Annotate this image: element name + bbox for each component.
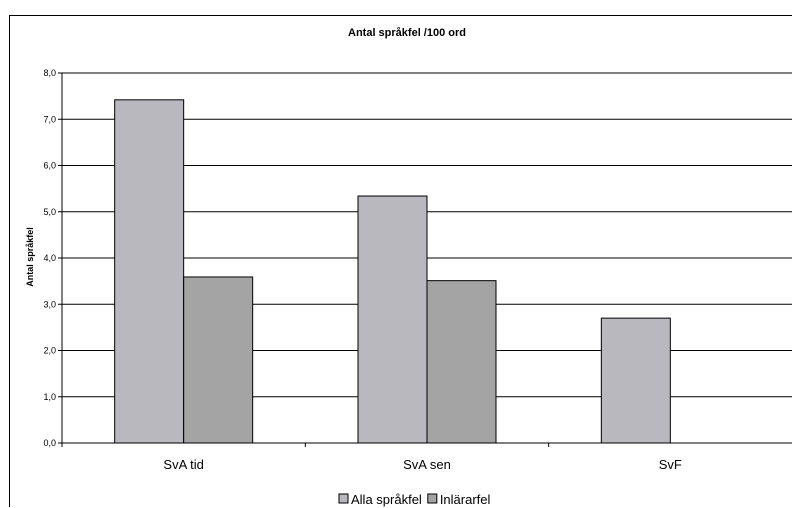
chart-title: Antal språkfel /100 ord <box>348 27 466 39</box>
bar <box>114 99 185 444</box>
x-tick-label: SvF <box>659 457 682 472</box>
legend-swatch <box>427 493 438 504</box>
y-tick-label: 4,0 <box>43 253 56 263</box>
legend-label: Alla språkfel <box>351 492 422 507</box>
bar <box>600 317 671 444</box>
legend: Alla språkfel Inlärarfel <box>338 492 491 507</box>
y-tick-label: 1,0 <box>43 392 56 402</box>
bar <box>183 276 254 444</box>
y-tick-label: 3,0 <box>43 299 56 309</box>
y-tick-label: 2,0 <box>43 346 56 356</box>
y-tick-label: 5,0 <box>43 207 56 217</box>
bar <box>357 195 428 444</box>
y-axis-label: Antal språkfel <box>25 227 35 287</box>
y-tick-label: 0,0 <box>43 438 56 448</box>
legend-swatch <box>338 493 349 504</box>
bars <box>114 99 671 444</box>
y-tick-label: 6,0 <box>43 161 56 171</box>
axes: 0,0 1,0 2,0 3,0 4,0 5,0 6,0 7,0 8,0 SvA tid SvA se… <box>43 68 792 472</box>
y-tick-label: 7,0 <box>43 114 56 124</box>
x-tick-label: SvA sen <box>403 457 451 472</box>
y-tick-label: 8,0 <box>43 68 56 78</box>
x-tick-label: SvA tid <box>163 457 203 472</box>
legend-label: Inlärarfel <box>440 492 491 507</box>
bar <box>426 280 497 444</box>
